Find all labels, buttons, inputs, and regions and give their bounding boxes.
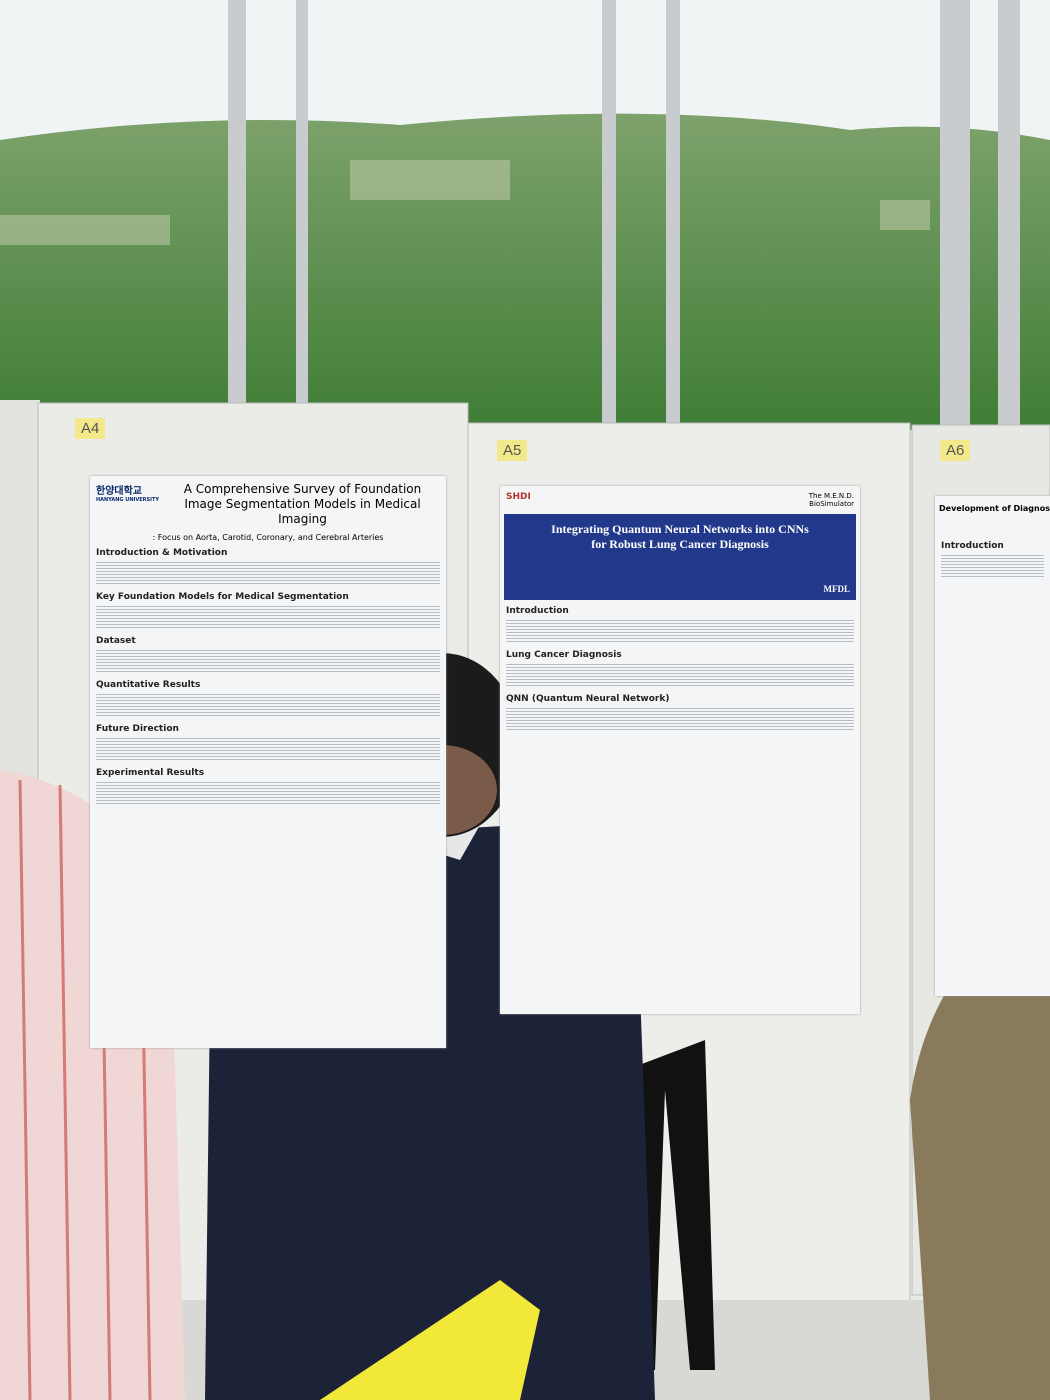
section-heading: Key Foundation Models for Medical Segmen… [96, 592, 349, 602]
logo: MFDL [823, 584, 851, 594]
section-heading: Introduction [941, 541, 1004, 551]
board-label: A6 [940, 440, 971, 461]
poster: SHDI The M.E.N.D. BioSimulator Integrati… [500, 486, 860, 1014]
text-lines [96, 604, 440, 630]
poster-title: Integrating Quantum Neural Networks into… [551, 522, 809, 551]
poster-title: A Comprehensive Survey of Foundation Ima… [183, 482, 422, 526]
hillside [0, 113, 1050, 431]
text-lines [506, 618, 854, 644]
section-heading: Future Direction [96, 724, 179, 734]
poster: 한양대학교 HANYANG UNIVERSITY A Comprehensive… [90, 476, 446, 1048]
section-heading: Dataset [96, 636, 136, 646]
section-heading: Quantitative Results [96, 680, 201, 690]
section-heading: QNN (Quantum Neural Network) [506, 694, 670, 704]
poster-subtitle: : Focus on Aorta, Carotid, Coronary, and… [152, 533, 384, 542]
text-lines [96, 648, 440, 674]
section-heading: Introduction & Motivation [96, 548, 228, 558]
university: 한양대학교 [96, 486, 142, 497]
section-heading: Introduction [506, 606, 569, 616]
text-lines [96, 692, 440, 718]
board-label: A4 [75, 418, 106, 439]
text-lines [96, 780, 440, 806]
text-lines [96, 736, 440, 762]
text-lines [96, 560, 440, 586]
section-heading: Experimental Results [96, 768, 205, 778]
poster: Development of Diagnostic Factors for In… [935, 496, 1050, 996]
section-heading: Lung Cancer Diagnosis [506, 650, 622, 660]
board-label: A5 [497, 440, 528, 461]
text-lines [941, 553, 1044, 579]
poster-title: Development of Diagnostic Factors for [939, 504, 1050, 513]
window-frames [228, 0, 1020, 425]
text-lines [506, 706, 854, 732]
university-en: HANYANG UNIVERSITY [96, 497, 160, 503]
logo: SHDI [506, 492, 531, 502]
logo: The M.E.N.D. BioSimulator [808, 492, 854, 508]
person-right [910, 890, 1050, 1400]
yellow-folder [320, 1280, 540, 1400]
text-lines [506, 662, 854, 688]
terraces [0, 160, 930, 245]
